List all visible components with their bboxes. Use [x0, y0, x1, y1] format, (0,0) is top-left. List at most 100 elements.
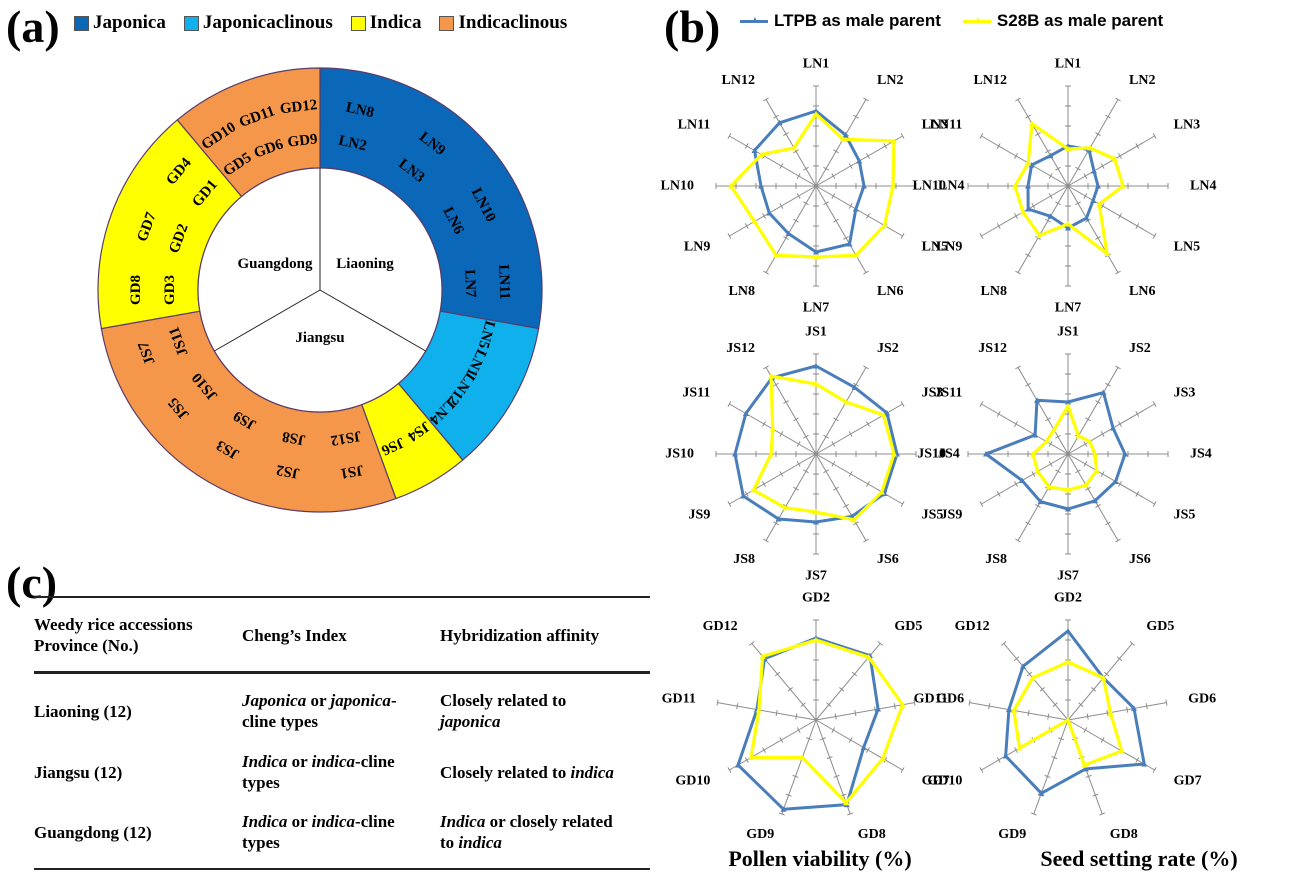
radar-axis-label-gd11: GD11 — [914, 691, 948, 706]
legend-item-indicaclinous: Indicaclinous — [439, 12, 567, 34]
radar-point-s28b-as-male-parent-js12 — [768, 373, 774, 379]
radar-axis-label-gd12: GD12 — [955, 619, 990, 634]
radar-tick — [843, 504, 849, 508]
radar-axis-label-ln1: LN1 — [803, 57, 829, 72]
radar-axis-label-ln10: LN10 — [913, 179, 946, 194]
radar-series-ltpb-as-male-parent — [984, 391, 1127, 511]
radar-axis-label-js1: JS1 — [1057, 325, 1079, 340]
radar-axis-label-gd9: GD9 — [746, 827, 774, 840]
radar-tick — [1152, 501, 1157, 507]
radar-axis-label-ln2: LN2 — [877, 73, 903, 88]
radar-axis — [969, 702, 1069, 721]
radar-tick — [779, 203, 784, 209]
radar-tick — [1100, 431, 1105, 437]
radar-tick — [826, 756, 833, 760]
radar-axis — [1067, 453, 1119, 541]
donut-label-gd3: GD3 — [162, 275, 178, 305]
radar-liaoning-pollen: LN1 LN2 LN3 LN4 LN5 LN6 LN7 LN8 LN9 LN10 LN11 LN12 — [661, 57, 965, 316]
radar-tick — [900, 133, 905, 139]
radar-point-ltpb-as-male-parent-ln3 — [856, 158, 863, 164]
radar-axis-label-ln8: LN8 — [729, 284, 755, 299]
radar-tick — [1052, 702, 1058, 707]
radar-axis-label-gd10: GD10 — [675, 774, 710, 789]
radar-point-ltpb-as-male-parent-ln10 — [1025, 183, 1031, 189]
radar-tick — [831, 461, 836, 467]
donut-label-js7: JS7 — [135, 339, 158, 367]
radar-axis-label-ln11: LN11 — [930, 118, 963, 133]
radar-point-s28b-as-male-parent-gd10 — [1016, 745, 1023, 751]
radar-tick — [863, 97, 869, 102]
radar-tick — [1014, 747, 1018, 753]
radar-tick — [1115, 97, 1121, 102]
radar-tick — [979, 501, 984, 507]
radar-tick — [803, 469, 809, 474]
radar-point-s28b-as-male-parent-js4 — [891, 451, 897, 457]
radar-axis-label-js2: JS2 — [877, 341, 899, 356]
radar-point-s28b-as-male-parent-ln6 — [1104, 250, 1110, 257]
radar-liaoning-seed: LN1 LN2 LN3 LN4 LN5 LN6 LN7 LN8 LN9 LN10 LN11 LN12 — [913, 57, 1217, 316]
radar-point-ltpb-as-male-parent-ln9 — [1025, 206, 1032, 212]
radar-point-s28b-as-male-parent-js1 — [813, 381, 819, 387]
radar-tick — [1039, 687, 1045, 692]
radar-tick — [1031, 471, 1036, 477]
radar-axis — [981, 403, 1069, 455]
radar-point-s28b-as-male-parent-gd5 — [865, 654, 872, 660]
radar-tick — [1035, 504, 1041, 508]
radar-point-s28b-as-male-parent-ln4 — [1120, 183, 1126, 189]
radar-axis-label-gd6: GD6 — [936, 691, 964, 706]
center-label-liaoning: Liaoning — [336, 256, 394, 272]
radar-tick — [866, 747, 870, 753]
radar-tick — [1135, 411, 1140, 417]
radar-axis-label-js6: JS6 — [1129, 552, 1151, 567]
radar-point-ltpb-as-male-parent-gd12 — [1020, 663, 1027, 669]
radar-tick — [1015, 538, 1021, 543]
radar-point-s28b-as-male-parent-gd12 — [1029, 674, 1036, 681]
radar-tick — [779, 163, 784, 169]
radar-point-s28b-as-male-parent-ln10 — [728, 183, 734, 189]
radar-tick — [1058, 737, 1065, 741]
radar-tick — [796, 461, 801, 467]
row-guangdong-index: Indica or indica-cline types — [242, 812, 395, 852]
radar-point-ltpb-as-male-parent-js12 — [1034, 397, 1040, 403]
radar-point-ltpb-as-male-parent-js3 — [884, 410, 891, 416]
legend-swatch — [74, 15, 89, 31]
row-liaoning-province: Liaoning (12) — [34, 702, 132, 721]
radar-tick — [900, 233, 905, 239]
radar-axis-label-js11: JS11 — [682, 386, 710, 401]
radar-tick — [1100, 471, 1105, 477]
donut-label-gd12: GD12 — [279, 97, 318, 117]
radar-tick — [1015, 97, 1021, 102]
radar-tick — [792, 774, 799, 778]
radar-tick — [796, 727, 801, 733]
radar-tick — [883, 757, 888, 763]
radar-axis-label-ln12: LN12 — [722, 73, 755, 88]
radar-tick — [968, 699, 971, 706]
radar-point-s28b-as-male-parent-js2 — [843, 399, 849, 405]
radar-axis-label-gd7: GD7 — [922, 774, 950, 789]
radar-axis — [815, 453, 903, 505]
radar-tick — [853, 382, 859, 387]
radar-point-ltpb-as-male-parent-gd6 — [875, 706, 882, 712]
radar-tick — [988, 703, 991, 710]
radar-axis-label-js10: JS10 — [917, 447, 946, 462]
radar-tick — [900, 401, 905, 407]
radar-point-s28b-as-male-parent-ln5 — [1096, 201, 1103, 207]
radar-axis-label-js9: JS9 — [689, 508, 711, 523]
radar-tick — [863, 365, 869, 370]
radar-point-s28b-as-male-parent-js3 — [880, 412, 887, 418]
radar-point-s28b-as-male-parent-ln3 — [890, 138, 897, 144]
radar-guangdong-seed: GD2 GD5 GD6 GD7 GD8 GD9 GD10 GD11 GD12 — [914, 591, 1217, 841]
radar-point-s28b-as-male-parent-js12 — [1051, 426, 1057, 433]
radar-tick — [796, 441, 801, 447]
radar-tick — [1116, 656, 1123, 662]
legend-swatch — [350, 15, 366, 31]
radar-point-s28b-as-male-parent-ln9 — [1019, 209, 1026, 215]
radar-tick — [1118, 481, 1122, 487]
legend-swatch — [183, 15, 199, 31]
radar-tick — [831, 727, 836, 733]
radar-tick — [727, 133, 732, 139]
radar-tick — [833, 486, 839, 491]
radar-axis-label-ln3: LN3 — [1174, 118, 1200, 133]
radar-point-ltpb-as-male-parent-ln5 — [852, 206, 859, 212]
radar-series-s28b-as-male-parent — [1012, 660, 1124, 767]
